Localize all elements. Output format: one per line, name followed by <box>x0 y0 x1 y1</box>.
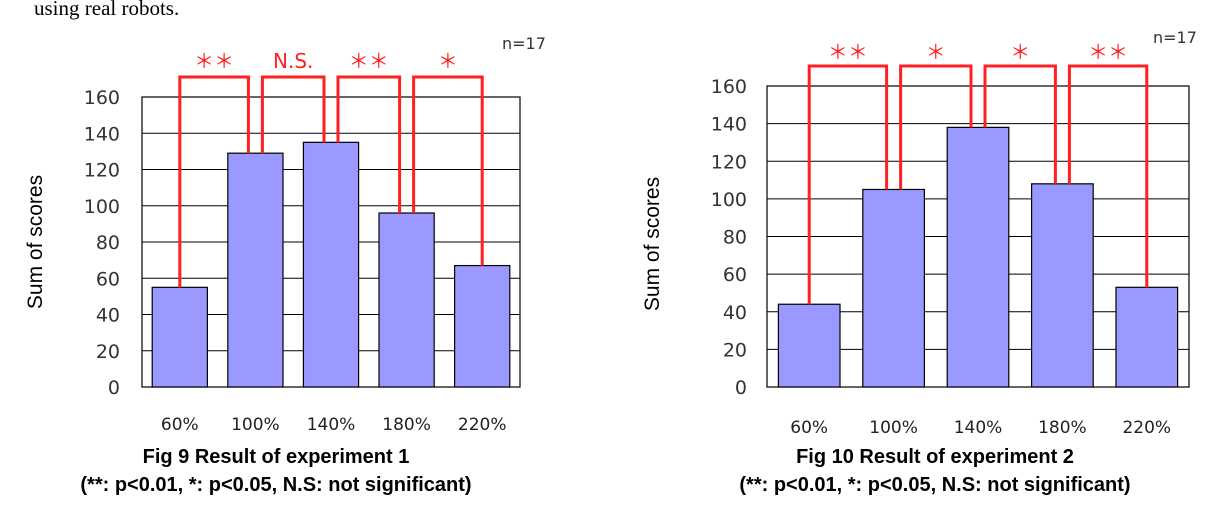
significance-label: ＊ <box>926 40 946 64</box>
y-axis-label: Sum of scores <box>641 177 664 311</box>
sample-size-label: n=17 <box>502 34 546 53</box>
x-tick-label: 180% <box>1038 418 1087 438</box>
y-tick-label: 80 <box>96 232 120 254</box>
figure-caption-title: Fig 9 Result of experiment 1 <box>143 446 410 468</box>
y-tick-label: 160 <box>84 87 120 109</box>
bar <box>862 188 926 388</box>
y-tick-label: 60 <box>96 268 120 290</box>
y-tick-label: 0 <box>735 377 747 399</box>
significance-label: ＊ <box>1010 40 1030 64</box>
plot-area-group: 0 20 40 60 80 100 120 140 160 60% 100% 140% 180% 220%… <box>711 40 1190 438</box>
significance-label: ＊＊ <box>194 49 234 73</box>
bar <box>302 141 360 388</box>
y-tick-label: 100 <box>84 196 120 218</box>
y-tick-label: 80 <box>723 227 747 249</box>
y-axis-label: Sum of scores <box>24 175 47 309</box>
y-tick-label: 100 <box>711 189 747 211</box>
significance-label: N.S. <box>273 49 313 73</box>
plot-area-group: 0 20 40 60 80 100 120 140 160 60% 100% 140% 180% 220%… <box>84 49 521 435</box>
x-tick-label: 100% <box>869 418 918 438</box>
body-text-fragment: using real robots. <box>34 0 180 20</box>
figure-caption-note: (**: p<0.01, *: p<0.05, N.S: not signifi… <box>80 474 471 496</box>
bar <box>777 303 841 388</box>
x-tick-label: 140% <box>954 418 1003 438</box>
significance-bracket <box>983 64 1057 184</box>
chart-experiment-1: 0 20 40 60 80 100 120 140 160 60% 100% 140% 180% 220%… <box>24 34 546 496</box>
y-tick-label: 60 <box>723 264 747 286</box>
significance-label: ＊＊ <box>349 49 389 73</box>
y-tick-label: 20 <box>723 339 747 361</box>
significance-bracket <box>260 75 326 154</box>
significance-label: ＊＊ <box>1088 40 1128 64</box>
y-tick-label: 140 <box>84 123 120 145</box>
significance-label: ＊ <box>438 49 458 73</box>
figure-caption-title: Fig 10 Result of experiment 2 <box>796 446 1074 468</box>
x-tick-label: 220% <box>1122 418 1171 438</box>
y-tick-label: 40 <box>723 302 747 324</box>
significance-bracket <box>1067 64 1149 288</box>
significance-bracket <box>899 64 973 190</box>
x-tick-label: 100% <box>231 415 280 435</box>
bar <box>378 212 435 388</box>
bar <box>946 126 1010 388</box>
y-tick-label: 120 <box>711 151 747 173</box>
y-tick-label: 0 <box>108 377 120 399</box>
x-tick-label: 60% <box>790 418 828 438</box>
bar <box>227 152 284 388</box>
significance-bracket <box>336 75 402 213</box>
bar <box>151 286 208 388</box>
chart-experiment-2: 0 20 40 60 80 100 120 140 160 60% 100% 140% 180% 220%… <box>641 28 1197 496</box>
y-tick-label: 20 <box>96 341 120 363</box>
significance-bracket <box>412 75 484 266</box>
significance-label: ＊＊ <box>828 40 868 64</box>
significance-bracket <box>807 64 889 305</box>
x-tick-label: 220% <box>458 415 507 435</box>
bar <box>1115 286 1179 388</box>
bar <box>1030 183 1094 388</box>
significance-bracket <box>178 75 250 288</box>
y-tick-label: 40 <box>96 305 120 327</box>
figure-caption-note: (**: p<0.01, *: p<0.05, N.S: not signifi… <box>739 474 1130 496</box>
x-tick-label: 140% <box>307 415 356 435</box>
x-tick-label: 60% <box>161 415 199 435</box>
x-tick-label: 180% <box>382 415 431 435</box>
bar <box>454 264 511 388</box>
sample-size-label: n=17 <box>1153 28 1197 47</box>
y-tick-label: 120 <box>84 160 120 182</box>
y-tick-label: 140 <box>711 114 747 136</box>
y-tick-label: 160 <box>711 76 747 98</box>
